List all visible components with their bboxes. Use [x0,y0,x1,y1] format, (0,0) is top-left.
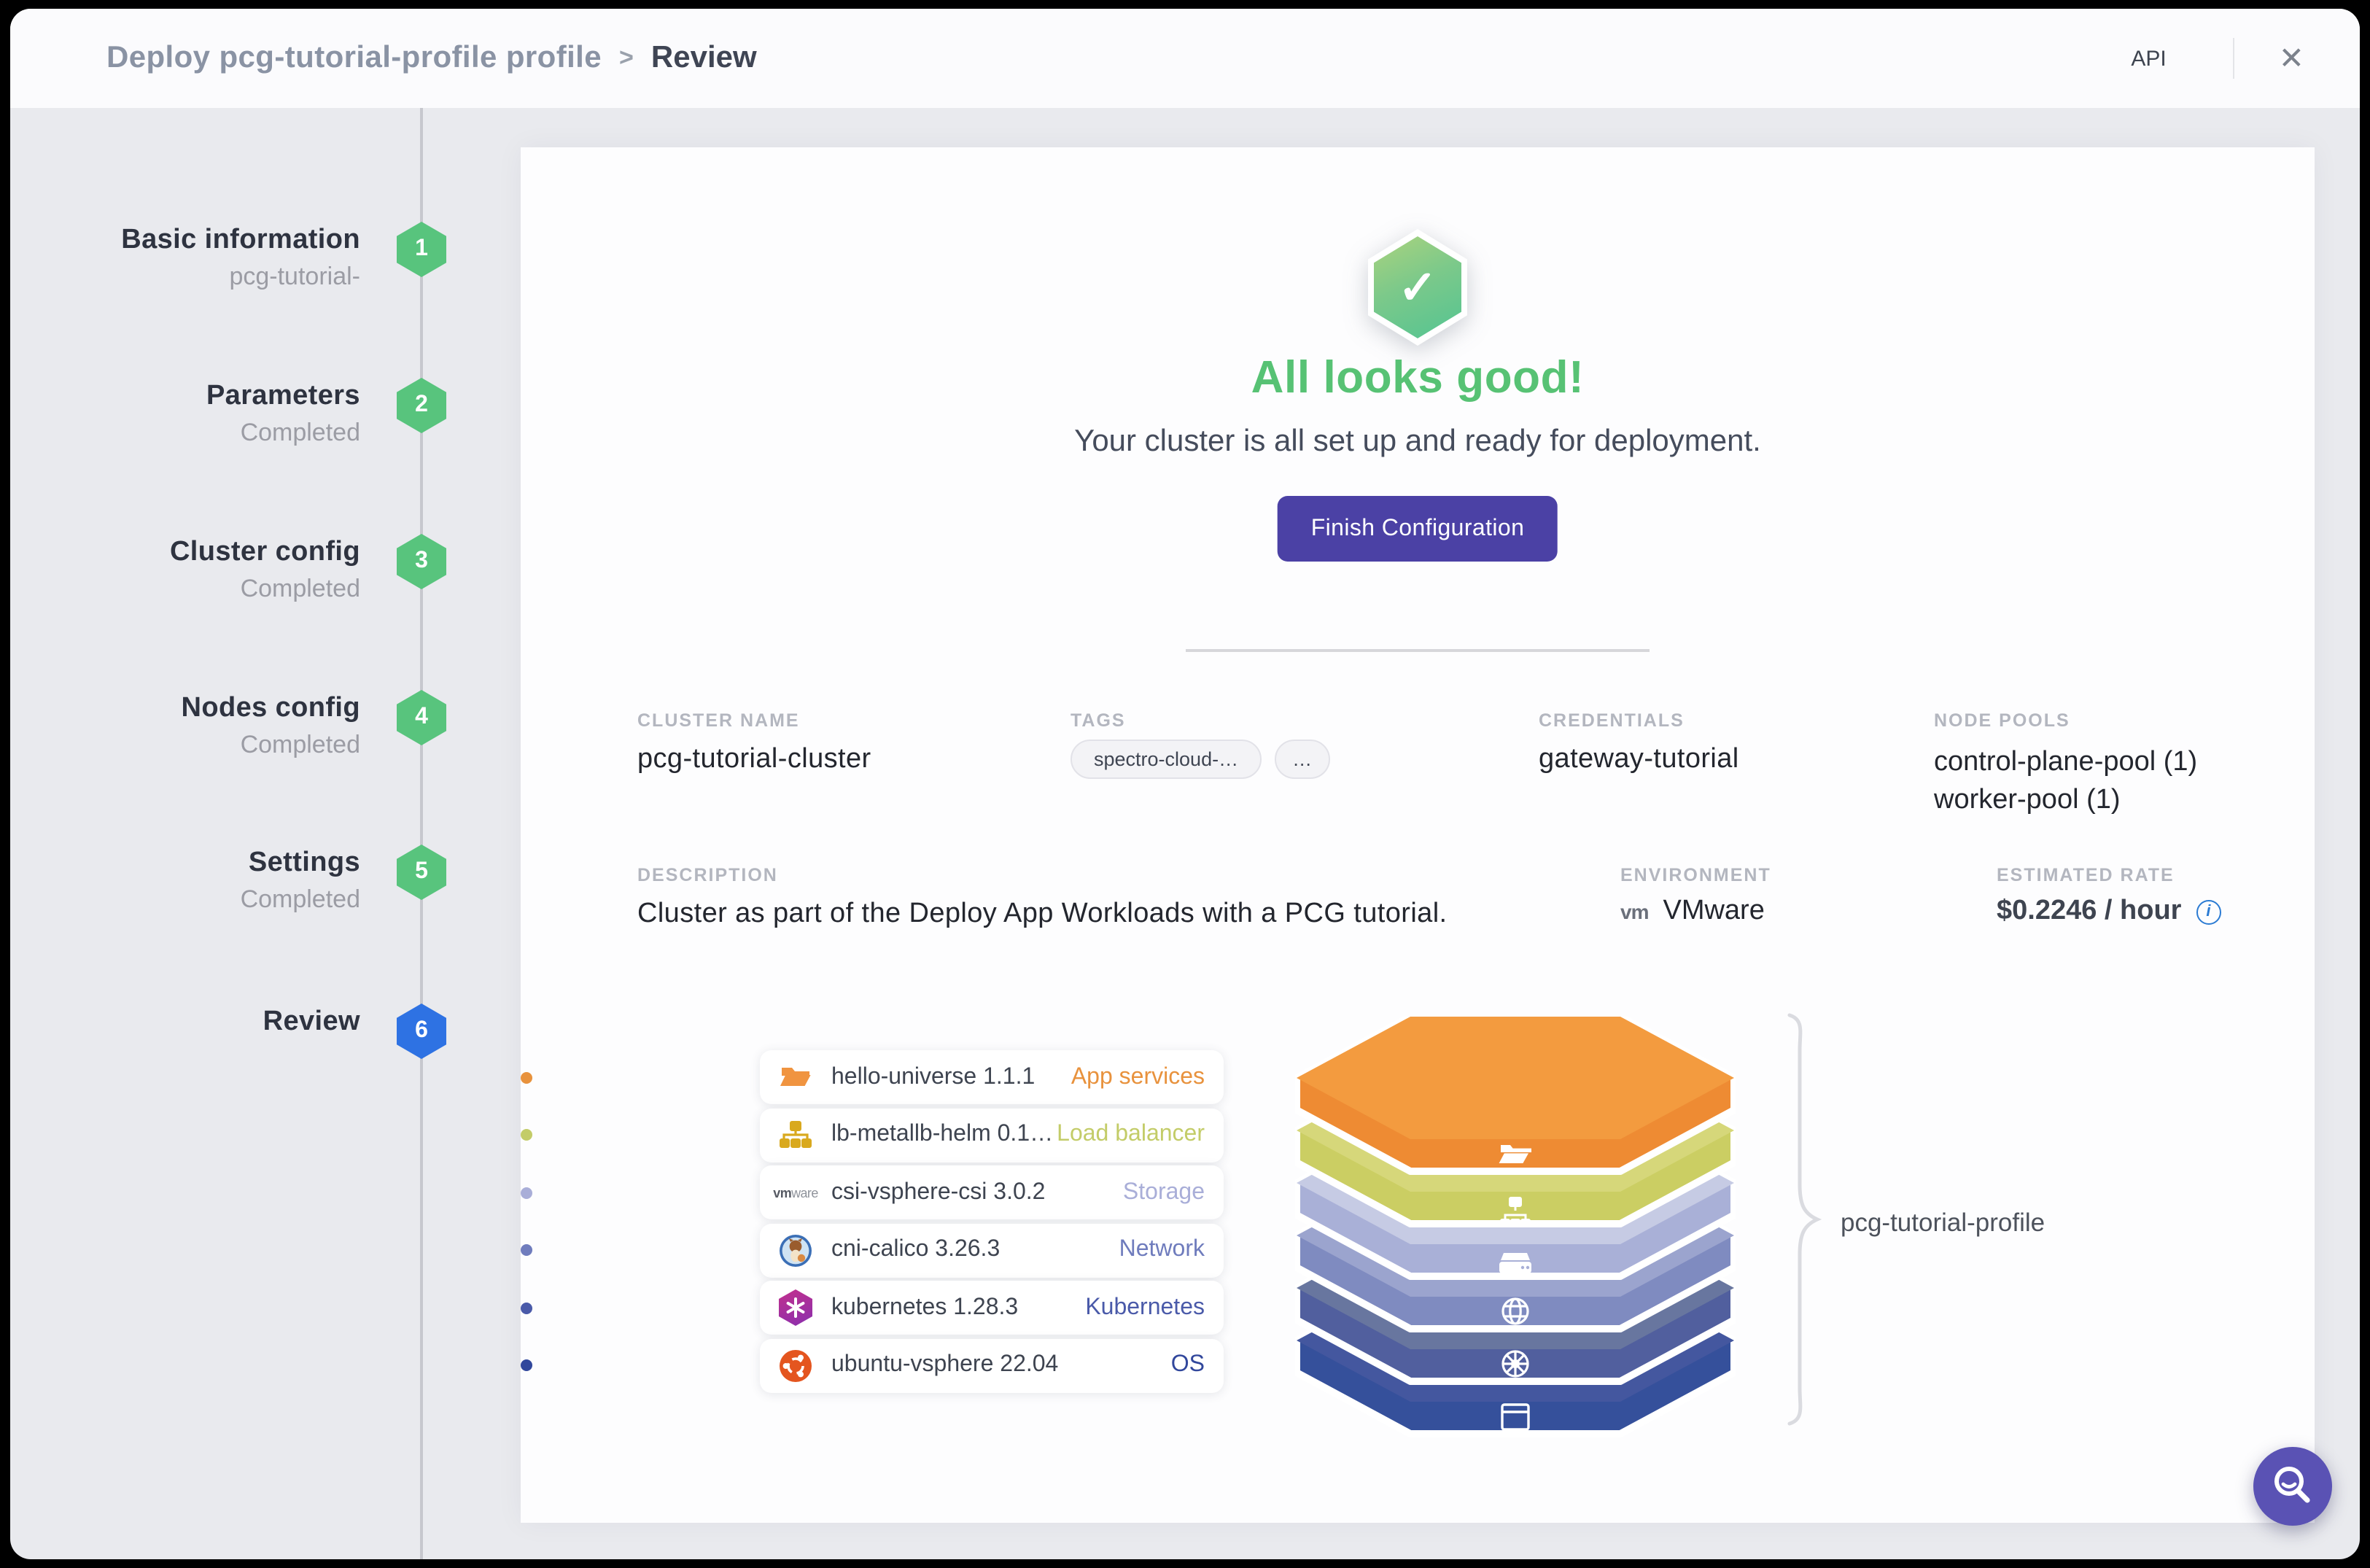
layer-name: cni-calico 3.26.3 [831,1237,1001,1262]
finish-configuration-button[interactable]: Finish Configuration [1277,496,1558,562]
estimated-rate-label: ESTIMATED RATE [1997,865,2175,885]
step-subtitle: Completed [240,419,360,446]
layer-row-load-balancer[interactable]: lb-metallb-helm 0.1… Load balancer [760,1108,1224,1162]
close-icon[interactable]: ✕ [2278,42,2304,75]
step-subtitle: Completed [240,575,360,602]
step-number-badge: 4 [397,690,446,745]
calico-icon [779,1233,812,1267]
wizard-window: Deploy pcg-tutorial-profile profile > Re… [10,9,2360,1559]
kubernetes-icon [779,1289,812,1326]
layer-row-os[interactable]: ubuntu-vsphere 22.04 OS [760,1338,1224,1392]
step-title: Review [263,1006,360,1037]
cluster-name-value: pcg-tutorial-cluster [637,744,871,775]
step-subtitle: Completed [240,731,360,758]
node-pool-value: worker-pool (1) [1934,785,2121,815]
layer-type: Load balancer [1057,1122,1205,1146]
brace-decoration [1778,1011,1825,1435]
layer-name: lb-metallb-helm 0.1… [831,1122,1054,1146]
review-card: ✓ All looks good! Your cluster is all se… [521,147,2315,1523]
more-tags-pill[interactable]: … [1275,740,1330,779]
breadcrumb-current: Review [650,41,757,74]
description-value: Cluster as part of the Deploy App Worklo… [637,899,1448,929]
section-divider [1186,649,1650,652]
ubuntu-icon [779,1348,812,1382]
layer-type: OS [1170,1352,1205,1377]
layer-row-app-services[interactable]: hello-universe 1.1.1 App services [760,1050,1224,1104]
breadcrumb-separator: > [619,44,634,71]
step-number-badge: 3 [397,534,446,589]
storage-icon [1499,1253,1531,1273]
layer-name: kubernetes 1.28.3 [831,1295,1019,1319]
description-label: DESCRIPTION [637,865,778,885]
layer-row-network[interactable]: cni-calico 3.26.3 Network [760,1223,1224,1277]
search-icon[interactable] [2253,1447,2332,1526]
headline: All looks good! [1251,352,1585,403]
layer-row-storage[interactable]: vmware csi-vsphere-csi 3.0.2 Storage [760,1165,1224,1219]
vmware-logo: vmware [773,1185,818,1200]
header-divider [2233,38,2235,79]
sitemap-icon [779,1118,812,1152]
node-pool-value: control-plane-pool (1) [1934,747,2198,777]
environment-value: VMware [1663,896,1765,926]
vmware-icon: vm [1620,900,1649,923]
folder-icon [779,1060,812,1094]
step-title: Settings [248,847,360,878]
layer-type: Storage [1122,1179,1205,1204]
check-icon: ✓ [1368,229,1467,346]
tags-label: TAGS [1071,710,1126,731]
node-pools-label: NODE POOLS [1934,710,2070,731]
step-title: Cluster config [169,537,360,567]
window-icon [1501,1403,1530,1431]
step-number-badge: 6 [397,1004,446,1059]
step-subtitle: Completed [240,885,360,913]
folder-icon [1499,1145,1531,1163]
globe-icon [1501,1297,1529,1325]
layer-type: Network [1119,1237,1205,1262]
sitemap-icon [1500,1197,1531,1227]
api-button[interactable]: API [2131,46,2167,71]
estimated-rate-value: $0.2246 / hour [1997,896,2182,926]
step-title: Basic information [121,225,360,255]
step-number-badge: 1 [397,222,446,277]
step-title: Nodes config [181,693,360,723]
step-title: Parameters [206,381,360,411]
kubernetes-wheel-icon [1501,1350,1529,1378]
stepper-line [420,108,423,1559]
step-number-badge: 2 [397,378,446,433]
layer-row-kubernetes[interactable]: kubernetes 1.28.3 Kubernetes [760,1281,1224,1335]
tag-pill: spectro-cloud-… [1071,740,1262,779]
layer-name: ubuntu-vsphere 22.04 [831,1352,1059,1377]
credentials-label: CREDENTIALS [1539,710,1685,731]
layer-name: csi-vsphere-csi 3.0.2 [831,1179,1046,1204]
step-subtitle: pcg-tutorial- [229,263,360,290]
step-number-badge: 5 [397,845,446,900]
header: Deploy pcg-tutorial-profile profile > Re… [10,9,2360,108]
profile-stack [1293,1013,1738,1450]
layer-type: App services [1071,1064,1205,1089]
environment-label: ENVIRONMENT [1620,865,1771,885]
subheadline: Your cluster is all set up and ready for… [1074,424,1761,458]
layer-type: Kubernetes [1085,1295,1205,1319]
info-icon[interactable]: i [2196,899,2221,924]
profile-name: pcg-tutorial-profile [1841,1208,2045,1237]
layer-name: hello-universe 1.1.1 [831,1064,1036,1089]
cluster-name-label: CLUSTER NAME [637,710,800,731]
credentials-value: gateway-tutorial [1539,744,1739,775]
breadcrumb: Deploy pcg-tutorial-profile profile [106,41,602,74]
